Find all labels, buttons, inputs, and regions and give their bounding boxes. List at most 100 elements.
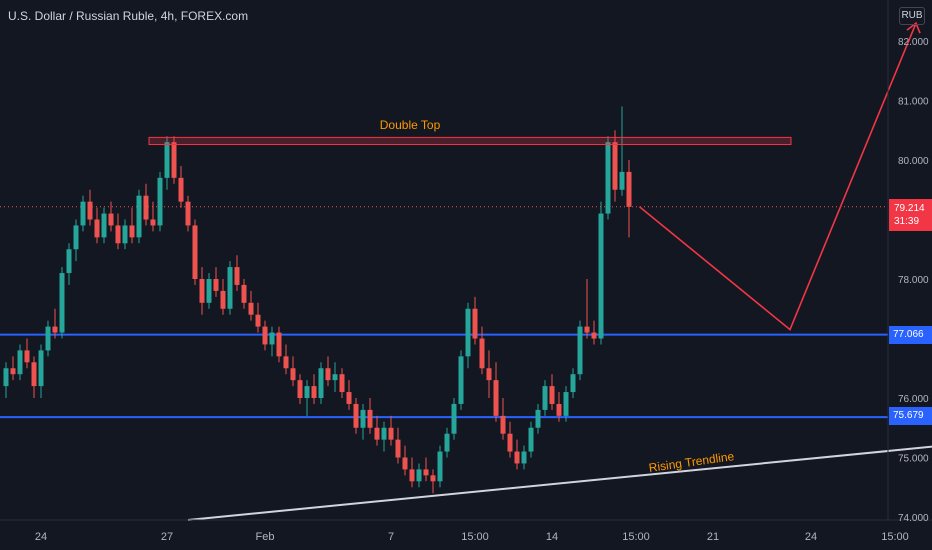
candle: [493, 362, 499, 422]
candle-body: [178, 177, 184, 202]
candle-body: [38, 350, 44, 387]
candle: [430, 469, 436, 494]
candle: [605, 136, 611, 220]
candle-body: [507, 433, 513, 452]
candle: [136, 189, 142, 244]
candle-body: [423, 469, 429, 476]
price-tick-label: 81.000: [898, 97, 929, 108]
candle-body: [353, 403, 359, 428]
candle-body: [220, 290, 226, 309]
candle-body: [290, 368, 296, 381]
candle: [528, 421, 534, 458]
candle: [297, 374, 303, 404]
candle: [304, 380, 310, 416]
time-tick-label: 24: [805, 531, 817, 543]
candle-body: [570, 374, 576, 393]
time-tick-label: 14: [546, 531, 558, 543]
candle: [458, 350, 464, 410]
double-top-label: Double Top: [380, 118, 441, 132]
candle: [500, 398, 506, 440]
candle: [283, 344, 289, 375]
candle: [59, 267, 65, 339]
candle-body: [101, 213, 107, 238]
candle-body: [612, 142, 618, 190]
candle: [101, 207, 107, 244]
candle-body: [108, 213, 114, 226]
candle: [73, 219, 79, 262]
candle: [472, 296, 478, 345]
candle-body: [304, 386, 310, 398]
candle-body: [248, 302, 254, 315]
candle-body: [500, 415, 506, 434]
candle: [451, 398, 457, 440]
candle-body: [360, 409, 366, 428]
candle-body: [409, 469, 415, 482]
candle: [262, 320, 268, 351]
candle: [52, 308, 58, 339]
candle: [374, 415, 380, 446]
candle-body: [430, 475, 436, 482]
candle-body: [542, 386, 548, 410]
price-tick-label: 74.000: [898, 513, 929, 524]
double-top-zone: [148, 136, 792, 146]
time-tick-label: Feb: [256, 531, 275, 543]
candle: [38, 344, 44, 398]
last-price-value: 79.214: [894, 203, 925, 214]
price-tick-label: 75.000: [898, 454, 929, 465]
candle: [409, 457, 415, 488]
candle: [143, 183, 149, 226]
candle: [339, 368, 345, 398]
candle-body: [598, 213, 604, 339]
candle: [87, 189, 93, 226]
candle: [437, 445, 443, 488]
candle-body: [31, 362, 37, 387]
candle-body: [535, 409, 541, 428]
candle-body: [171, 142, 177, 178]
candle-body: [584, 326, 590, 333]
price-tick-label: 80.000: [898, 156, 929, 167]
candle-body: [241, 284, 247, 303]
support-lower-price-label: 75.679: [889, 407, 932, 425]
candle-body: [493, 380, 499, 416]
candle-body: [563, 392, 569, 416]
candle: [115, 213, 121, 250]
candle-body: [52, 326, 58, 333]
candle: [10, 356, 16, 381]
candle-body: [605, 142, 611, 214]
candle-body: [192, 225, 198, 279]
candle-body: [80, 201, 86, 226]
price-tick-label: 82.000: [898, 37, 929, 48]
currency-badge[interactable]: RUB: [899, 7, 925, 25]
candle: [248, 290, 254, 321]
candle: [388, 415, 394, 446]
candle-body: [157, 177, 163, 226]
support-upper-price-label: 77.066: [889, 326, 932, 344]
candle: [234, 255, 240, 291]
candle-body: [479, 338, 485, 369]
candle-body: [325, 368, 331, 381]
candle-body: [283, 356, 289, 369]
candle-body: [185, 201, 191, 226]
candle: [157, 171, 163, 232]
candle: [164, 136, 170, 190]
candle: [353, 398, 359, 434]
candle: [444, 427, 450, 458]
candle: [549, 374, 555, 410]
candle-body: [94, 219, 100, 238]
candle-body: [514, 451, 520, 464]
candle: [584, 279, 590, 339]
candle: [556, 392, 562, 422]
candle-body: [164, 142, 170, 178]
candle: [220, 279, 226, 315]
candle: [199, 267, 205, 315]
candle-body: [318, 368, 324, 398]
candle: [206, 273, 212, 309]
candle-body: [115, 225, 121, 244]
candle: [241, 279, 247, 309]
rising-trendline: [187, 445, 932, 521]
candle: [381, 421, 387, 452]
candle-body: [3, 368, 9, 387]
